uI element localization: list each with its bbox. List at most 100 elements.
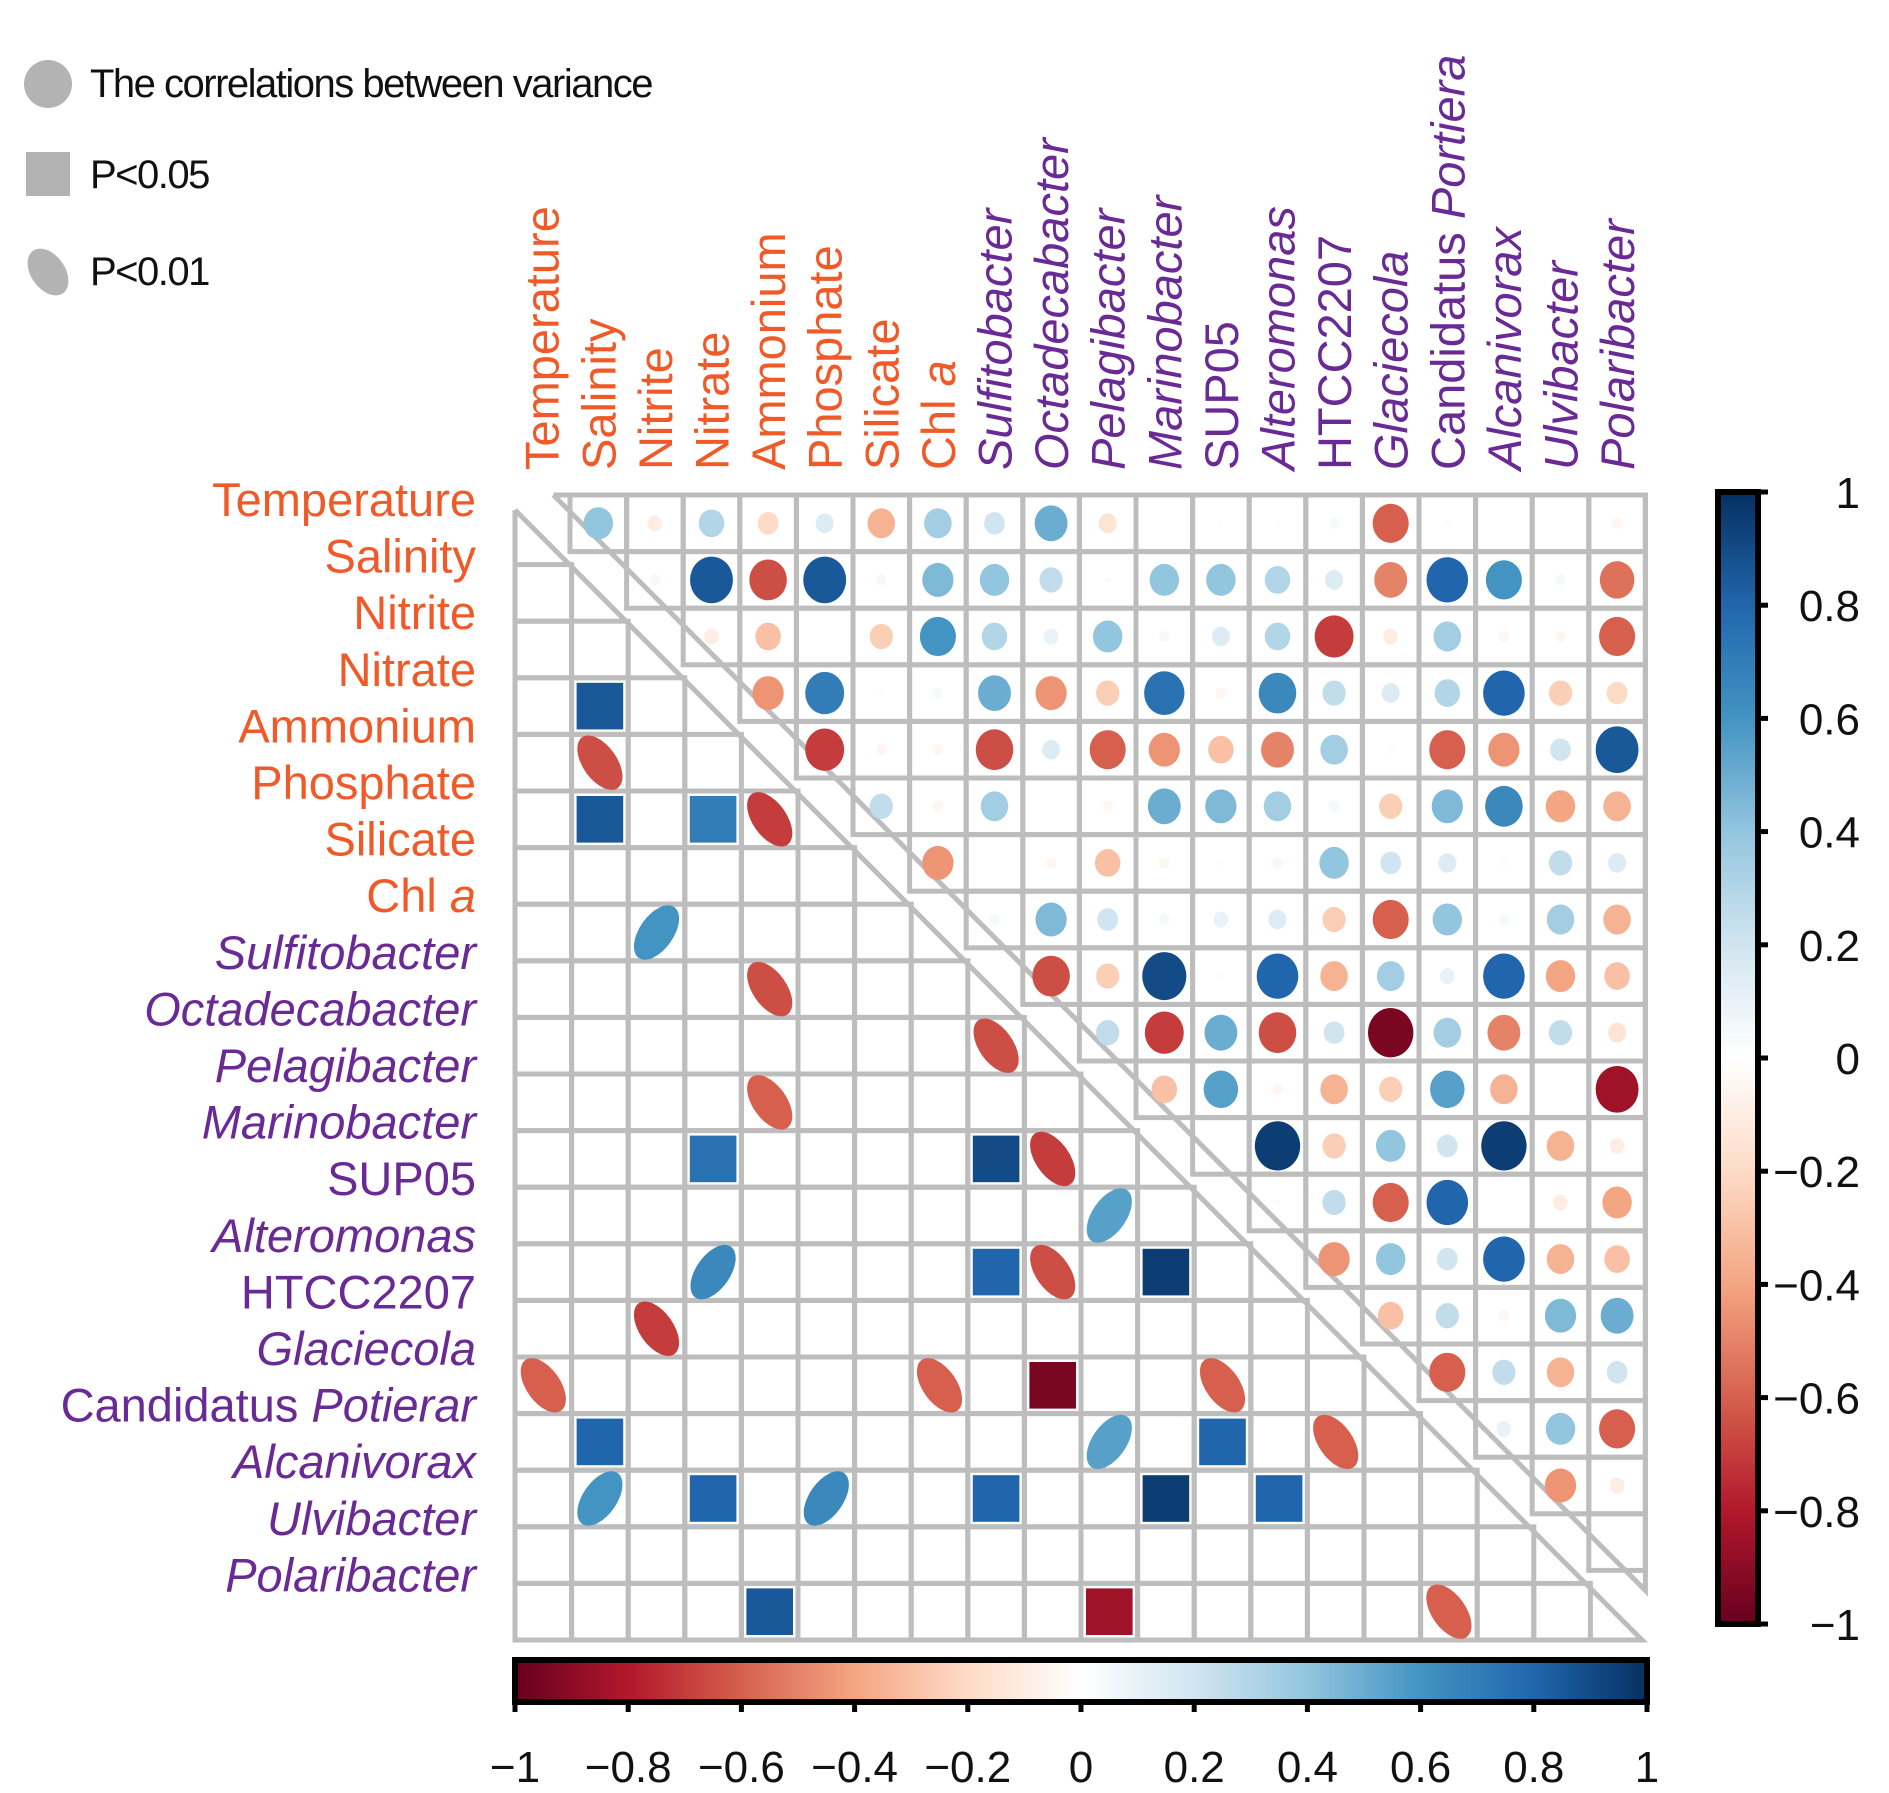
column-label: Candidatus Portiera (1421, 55, 1474, 470)
correlation-circle (1483, 1236, 1525, 1282)
correlation-circle (1498, 913, 1510, 926)
correlation-circle (1096, 963, 1120, 989)
lower-cell (795, 1128, 858, 1190)
correlation-circle (1217, 972, 1225, 980)
row-label: Polaribacter (225, 1548, 478, 1601)
correlation-circle (1545, 960, 1576, 993)
correlation-circle (1323, 1021, 1345, 1045)
colorbar-bottom-tick-label: −0.2 (924, 1743, 1011, 1792)
lower-cell (1135, 1524, 1197, 1586)
correlation-circle (979, 563, 1010, 596)
lower-cell (625, 845, 688, 907)
column-labels: Temperature Salinity Nitrite Nitrate Ammoniu… (516, 55, 1644, 473)
correlation-circle (649, 574, 661, 586)
correlation-circle (1096, 680, 1120, 706)
correlation-circle (869, 793, 893, 819)
correlation-circle (1142, 952, 1187, 1001)
colorbar-right-tick-label: −0.4 (1773, 1261, 1860, 1310)
lower-cell (1078, 1128, 1141, 1190)
significance-square (1199, 1418, 1246, 1466)
correlation-circle (1483, 670, 1525, 716)
lower-triangle-border (512, 508, 1649, 1643)
column-label: SUP05 (1195, 321, 1248, 470)
significance-ellipse (690, 1244, 736, 1300)
significance-ellipse (747, 792, 793, 847)
correlation-circle (1436, 1247, 1458, 1271)
correlation-circle (1205, 789, 1237, 824)
correlation-circle (1049, 804, 1053, 809)
lower-cell (795, 1014, 858, 1077)
lower-cell (1078, 1467, 1141, 1530)
lower-cell (512, 1014, 575, 1077)
correlation-circle (1320, 1074, 1348, 1105)
column-label: Salinity (572, 318, 625, 470)
lower-cell (795, 1297, 858, 1360)
colorbar-right: 1 0.8 0.6 0.4 0.2 0 −0.2 −0.4 −0.6 −0.8 −1 (1715, 469, 1860, 1650)
lower-cell (625, 731, 688, 794)
correlation-circle (1500, 859, 1508, 867)
lower-cell (625, 1354, 688, 1417)
lower-cell (625, 1580, 688, 1643)
lower-cell (852, 1297, 914, 1360)
correlation-circle (1322, 906, 1346, 933)
lower-cell (1191, 1580, 1254, 1643)
correlation-circle (1381, 683, 1400, 703)
correlation-circle (1604, 1245, 1630, 1273)
column-label: Ulvibacter (1535, 259, 1588, 470)
correlation-circle (1432, 903, 1463, 936)
column-label: Phosphate (799, 245, 852, 470)
correlation-circle (1546, 1130, 1575, 1161)
lower-cell (852, 1128, 914, 1190)
legend-label-p001: P<0.01 (90, 250, 209, 294)
row-label: Chl a (366, 869, 476, 922)
correlation-circle (1102, 800, 1113, 812)
correlation-circle (1376, 961, 1405, 992)
lower-cell (625, 1071, 688, 1134)
correlation-circle (1553, 1194, 1568, 1211)
correlation-circle (1159, 913, 1170, 926)
correlation-circle (1546, 904, 1575, 935)
correlation-circle (1274, 1198, 1281, 1207)
lower-cell (1531, 1580, 1593, 1643)
lower-cell (512, 1467, 575, 1530)
correlation-circle (1328, 517, 1340, 529)
correlation-circle (980, 791, 1009, 822)
significance-square (576, 796, 624, 843)
correlation-circle (1444, 519, 1451, 527)
correlation-circle (815, 513, 834, 534)
correlation-circle (1045, 857, 1057, 869)
correlation-circle (1213, 911, 1229, 928)
correlation-circle (1035, 902, 1067, 937)
correlation-circle (1438, 853, 1457, 873)
lower-cell (852, 901, 914, 964)
correlation-circle (1595, 1065, 1639, 1113)
lower-cell (682, 731, 744, 794)
lower-cell (965, 1354, 1027, 1417)
column-label: Alcanivorax (1478, 226, 1531, 473)
correlation-circle (932, 744, 944, 756)
correlation-circle (1485, 560, 1522, 600)
correlation-circle (1147, 788, 1181, 825)
lower-cell (1191, 1297, 1254, 1360)
correlation-circle (1602, 1186, 1632, 1219)
legend: The correlations between variance P<0.05… (24, 60, 654, 296)
lower-cell (625, 1184, 688, 1247)
correlation-circle (1555, 574, 1566, 586)
correlation-circle (1599, 616, 1636, 657)
correlation-circle (647, 515, 663, 532)
colorbar-right-tick-label: 0.2 (1799, 922, 1860, 971)
correlation-circle (1264, 566, 1291, 594)
correlation-circle (1159, 630, 1170, 643)
lower-cell (1021, 1411, 1084, 1473)
correlation-circle (989, 913, 1000, 926)
row-label: HTCC2207 (241, 1265, 476, 1318)
lower-cell (682, 1014, 744, 1077)
correlation-circle (822, 634, 827, 639)
significance-square (1255, 1475, 1303, 1522)
correlation-circle (1258, 1012, 1297, 1054)
correlation-circle (932, 800, 944, 812)
lower-cell (625, 1128, 688, 1190)
correlation-circle (757, 511, 779, 535)
lower-cell (1135, 1297, 1197, 1360)
row-labels: TemperatureSalinityNitriteNitrateAmmoniu… (61, 473, 479, 1601)
